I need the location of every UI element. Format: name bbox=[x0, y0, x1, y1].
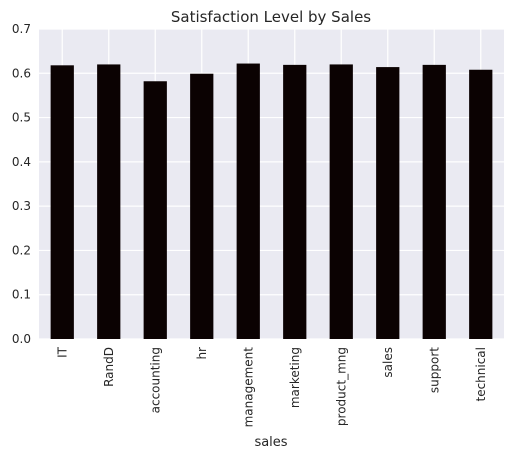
bar-product_mng bbox=[329, 64, 353, 339]
x-tick-label-RandD: RandD bbox=[102, 347, 116, 387]
bars bbox=[50, 63, 493, 340]
x-tick-label-technical: technical bbox=[474, 347, 488, 402]
x-tick-label-marketing: marketing bbox=[288, 347, 302, 408]
bar-hr bbox=[190, 73, 214, 339]
x-tick-label-product_mng: product_mng bbox=[334, 347, 348, 426]
x-tick-label-accounting: accounting bbox=[148, 347, 162, 413]
bar-RandD bbox=[97, 64, 121, 339]
y-tick-label: 0.7 bbox=[12, 22, 31, 36]
bar-IT bbox=[50, 65, 74, 340]
x-tick-label-hr: hr bbox=[195, 347, 209, 360]
y-tick-label: 0.6 bbox=[12, 66, 31, 80]
bar-sales bbox=[376, 67, 400, 339]
bar-marketing bbox=[283, 64, 307, 339]
y-axis-ticks: 0.0 0.1 0.2 0.3 0.4 0.5 0.6 0.7 bbox=[12, 22, 31, 346]
y-tick-label: 0.4 bbox=[12, 155, 31, 169]
y-tick-label: 0.0 bbox=[12, 332, 31, 346]
x-axis-ticks: IT RandD accounting hr management marketing pr… bbox=[55, 346, 488, 427]
y-tick-label: 0.3 bbox=[12, 199, 31, 213]
bar-management bbox=[236, 63, 260, 340]
x-tick-label-sales: sales bbox=[381, 347, 395, 378]
bar-support bbox=[422, 64, 446, 339]
bar-technical bbox=[469, 69, 493, 339]
y-tick-label: 0.2 bbox=[12, 243, 31, 257]
x-tick-label-management: management bbox=[241, 347, 255, 428]
y-tick-label: 0.5 bbox=[12, 111, 31, 125]
x-axis-label: sales bbox=[254, 435, 287, 450]
chart-title: Satisfaction Level by Sales bbox=[171, 8, 371, 26]
x-tick-label-IT: IT bbox=[55, 346, 69, 358]
x-tick-label-support: support bbox=[427, 347, 441, 393]
bar-accounting bbox=[143, 81, 167, 339]
y-tick-label: 0.1 bbox=[12, 288, 31, 302]
